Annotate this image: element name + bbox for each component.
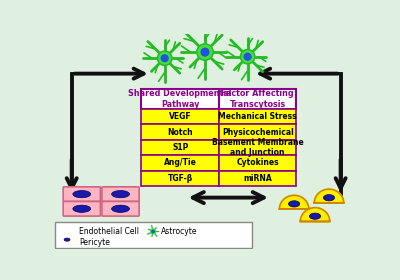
Polygon shape [279,195,309,209]
Text: VEGF: VEGF [169,112,192,121]
Ellipse shape [112,205,130,212]
Text: Shared Developmental
Pathway: Shared Developmental Pathway [128,89,232,109]
Circle shape [158,51,172,65]
Ellipse shape [73,191,91,198]
FancyBboxPatch shape [219,140,296,155]
FancyBboxPatch shape [142,155,219,171]
Ellipse shape [288,201,300,207]
FancyBboxPatch shape [219,89,296,109]
FancyBboxPatch shape [142,109,219,124]
Ellipse shape [324,195,334,201]
Circle shape [161,55,168,62]
FancyBboxPatch shape [142,89,219,109]
FancyBboxPatch shape [142,171,219,186]
FancyBboxPatch shape [55,222,252,248]
Ellipse shape [64,238,70,241]
Text: Mechanical Stress: Mechanical Stress [218,112,297,121]
FancyBboxPatch shape [102,187,139,201]
Text: Factor Affecting
Transcytosis: Factor Affecting Transcytosis [221,89,294,109]
Text: Physicochemical: Physicochemical [222,128,294,137]
Text: Cytokines: Cytokines [236,158,279,167]
Circle shape [240,50,255,64]
FancyBboxPatch shape [142,124,219,140]
FancyBboxPatch shape [63,201,100,216]
FancyBboxPatch shape [219,155,296,171]
Polygon shape [314,189,344,203]
FancyBboxPatch shape [219,171,296,186]
Text: Astrocyte: Astrocyte [161,227,197,236]
FancyBboxPatch shape [63,187,100,201]
Ellipse shape [112,191,130,198]
Text: Pericyte: Pericyte [80,238,110,247]
FancyBboxPatch shape [102,201,139,216]
FancyBboxPatch shape [142,140,219,155]
Polygon shape [300,208,330,221]
Ellipse shape [63,228,72,233]
Circle shape [151,229,156,234]
Circle shape [201,48,209,56]
Polygon shape [59,235,75,242]
Text: Endothelial Cell: Endothelial Cell [80,227,140,236]
FancyBboxPatch shape [219,109,296,124]
Text: TGF-β: TGF-β [168,174,193,183]
Text: Basement Membrane
and Junction: Basement Membrane and Junction [212,138,304,157]
FancyBboxPatch shape [219,124,296,140]
Ellipse shape [73,205,91,212]
Circle shape [197,44,213,60]
Text: Ang/Tie: Ang/Tie [164,158,197,167]
Ellipse shape [310,213,321,219]
Text: Notch: Notch [167,128,193,137]
Circle shape [152,230,154,233]
Text: S1P: S1P [172,143,188,152]
Text: miRNA: miRNA [243,174,272,183]
FancyBboxPatch shape [58,226,78,235]
Circle shape [244,53,251,60]
